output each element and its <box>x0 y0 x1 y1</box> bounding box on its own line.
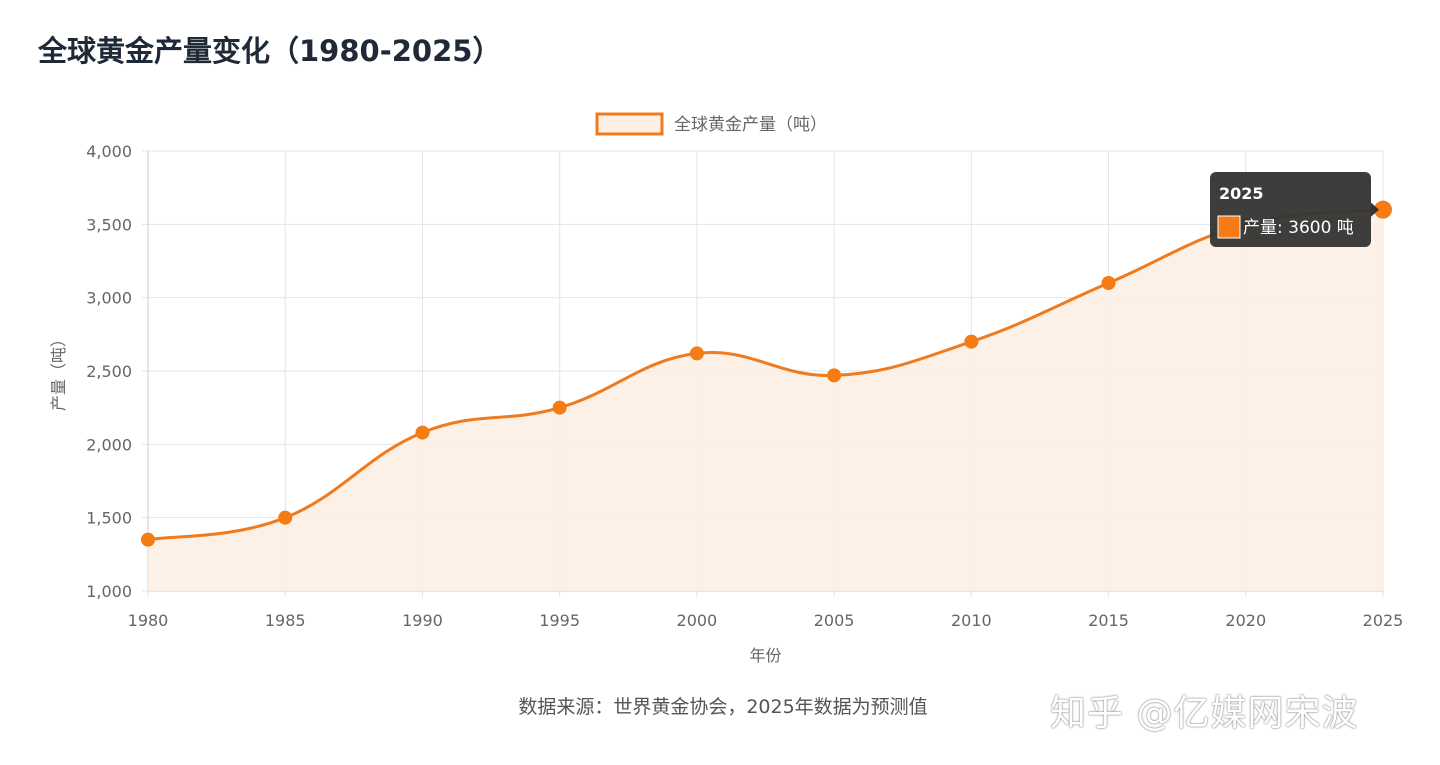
y-axis-title: 产量（吨） <box>49 331 68 411</box>
data-point-1990 <box>415 425 430 440</box>
y-tick-label: 3,500 <box>86 215 132 234</box>
legend-label: 全球黄金产量（吨） <box>674 115 827 135</box>
data-point-1985 <box>278 510 293 525</box>
x-tick-label: 2005 <box>814 611 855 630</box>
y-tick-label: 4,000 <box>86 142 132 161</box>
x-tick-label: 1985 <box>265 611 306 630</box>
tooltip-box <box>1210 172 1371 247</box>
y-tick-label: 2,000 <box>86 435 132 454</box>
tooltip-title: 2025 <box>1219 184 1264 203</box>
x-tick-label: 2020 <box>1225 611 1266 630</box>
source-note: 数据来源：世界黄金协会，2025年数据为预测值 <box>518 696 928 718</box>
data-point-2000 <box>689 346 704 361</box>
data-point-2010 <box>964 334 979 349</box>
x-tick-label: 2000 <box>677 611 718 630</box>
x-tick-label: 2010 <box>951 611 992 630</box>
data-point-2015 <box>1101 276 1116 290</box>
tooltip-label: 产量: 3600 吨 <box>1243 218 1354 238</box>
series-area <box>148 209 1383 591</box>
watermark: 知乎 @亿媒网宋波 <box>1050 693 1359 734</box>
x-tick-label: 2015 <box>1088 611 1129 630</box>
page-title: 全球黄金产量变化（1980-2025） <box>38 34 502 68</box>
y-tick-label: 2,500 <box>86 362 132 381</box>
tooltip-caret <box>1371 202 1379 217</box>
y-tick-label: 1,000 <box>86 582 132 601</box>
data-point-1995 <box>552 400 567 415</box>
series-line <box>147 208 1384 542</box>
data-point-1980 <box>141 532 155 547</box>
x-tick-label: 1995 <box>539 611 580 630</box>
tooltip-swatch <box>1217 215 1241 239</box>
data-point-2025 <box>1374 200 1392 219</box>
x-tick-label: 2025 <box>1363 611 1404 630</box>
x-axis-title: 年份 <box>749 646 781 665</box>
y-tick-label: 1,500 <box>86 509 132 528</box>
y-tick-label: 3,000 <box>86 289 132 308</box>
legend-swatch <box>595 112 664 136</box>
data-point-2005 <box>827 368 842 383</box>
x-tick-label: 1980 <box>128 611 169 630</box>
x-tick-label: 1990 <box>402 611 443 630</box>
